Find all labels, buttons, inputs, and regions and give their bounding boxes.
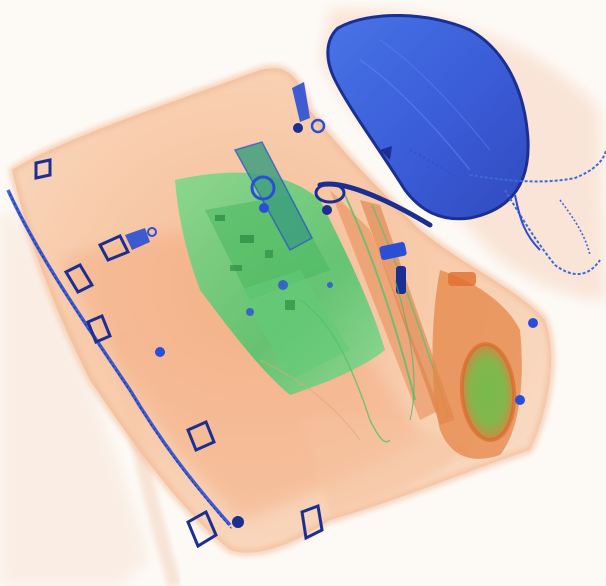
metal-clips [250, 82, 433, 294]
electronics-block [175, 141, 385, 395]
cables [259, 279, 415, 443]
pouch-device [326, 14, 606, 275]
buckles [34, 158, 324, 549]
round-container [432, 270, 538, 459]
zipper-track [6, 189, 233, 530]
